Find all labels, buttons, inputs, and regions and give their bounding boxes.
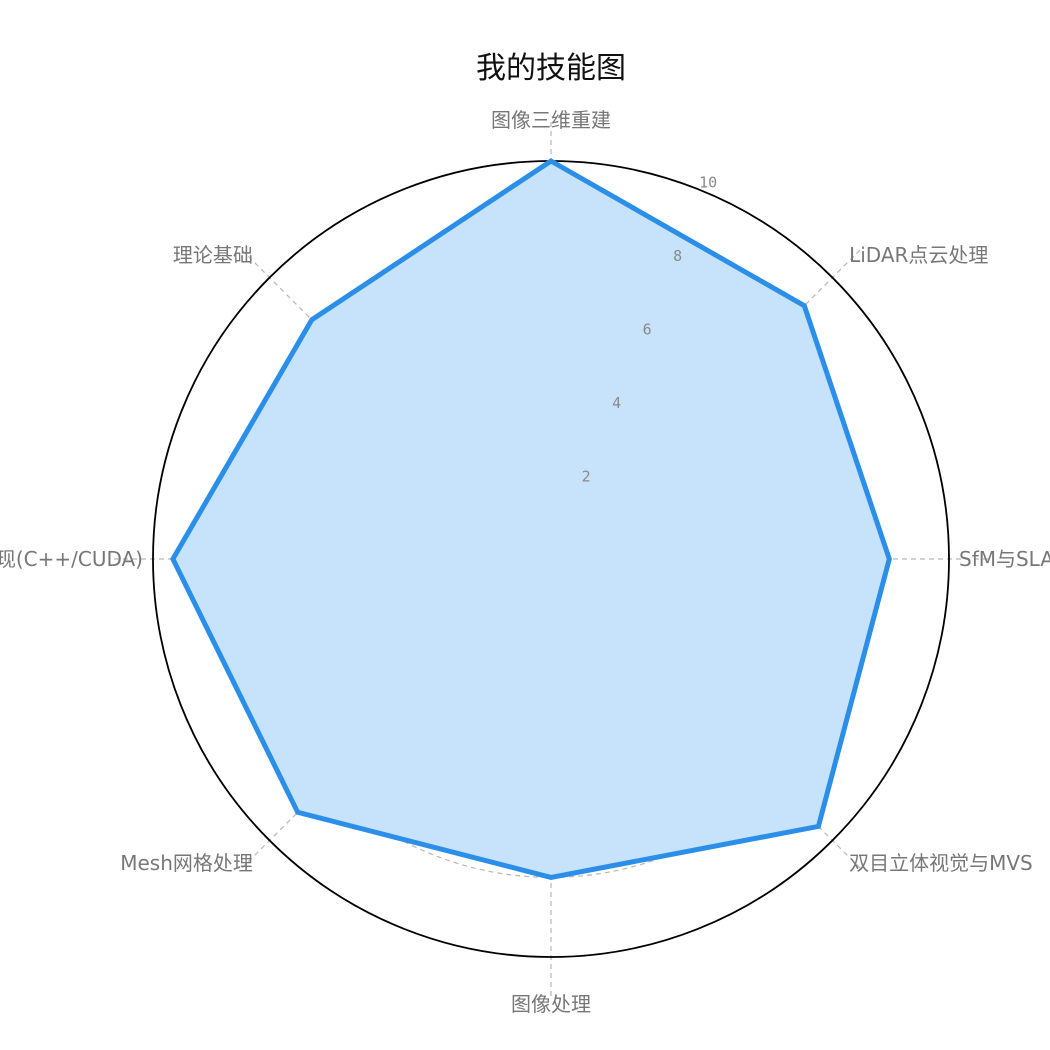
category-label: 理论基础 (173, 243, 253, 267)
category-label: Mesh网格处理 (120, 851, 253, 875)
category-label: 图像三维重建 (491, 108, 611, 132)
category-label: SfM与SLAM (959, 547, 1050, 571)
r-tick-label: 8 (673, 247, 682, 265)
series-area-0 (170, 158, 892, 880)
category-label: 图像处理 (511, 992, 591, 1016)
chart-title: 我的技能图 (476, 51, 626, 86)
r-tick-label: 4 (612, 394, 621, 412)
category-label: LiDAR点云处理 (849, 243, 988, 267)
data-layer (170, 158, 892, 880)
category-label: 双目立体视觉与MVS (849, 851, 1033, 875)
r-tick-label: 2 (582, 468, 591, 486)
label-layer: 2 4 6 8 10 图像三维重建 LiDAR点云处理 SfM与SLAM 双目立体视觉与MVS 图… (0, 108, 1050, 1016)
category-label: 工程实现(C++/CUDA) (0, 547, 143, 571)
r-tick-label: 10 (699, 173, 717, 191)
r-tick-label: 6 (643, 321, 652, 339)
